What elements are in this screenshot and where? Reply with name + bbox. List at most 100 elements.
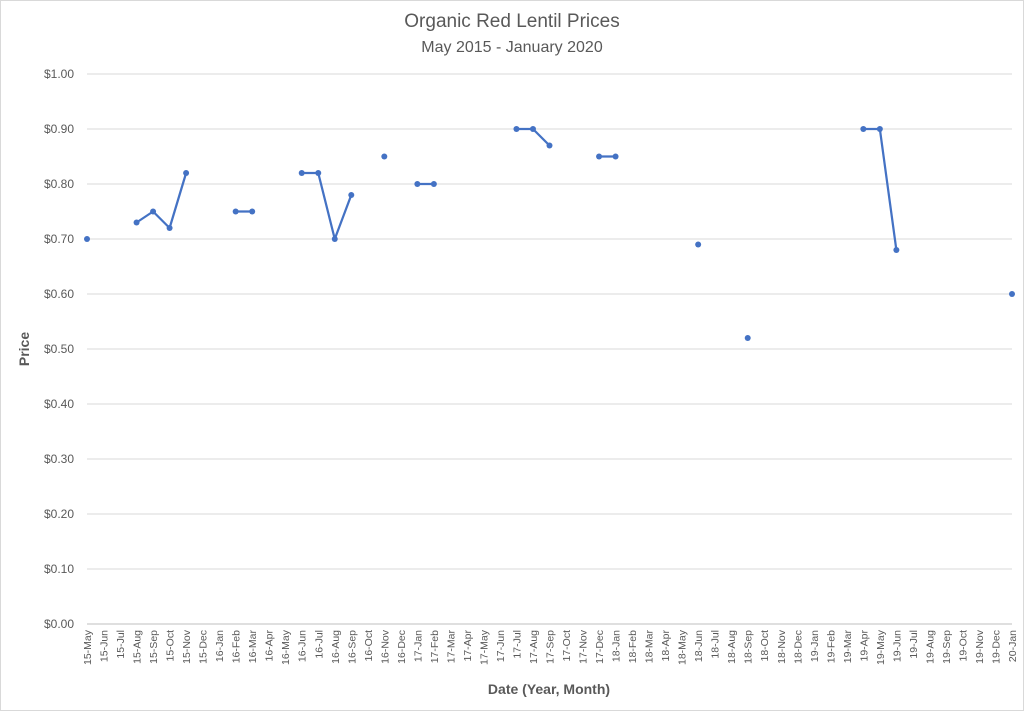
data-point: [414, 181, 421, 187]
data-point: [860, 126, 867, 132]
x-tick-label: 19-Mar: [842, 630, 854, 664]
x-tick-label: 15-Oct: [165, 630, 177, 662]
x-tick-label: 17-Oct: [561, 630, 573, 662]
x-tick-label: 19-Aug: [924, 630, 936, 664]
chart-subtitle: May 2015 - January 2020: [421, 39, 603, 56]
x-tick-label: 19-Sep: [941, 630, 953, 664]
x-tick-label: 17-Jan: [412, 630, 424, 662]
data-point: [298, 170, 305, 176]
y-tick-label: $0.60: [44, 287, 74, 301]
data-point: [430, 181, 437, 187]
x-tick-label: 16-Feb: [231, 630, 243, 663]
data-point: [596, 153, 603, 160]
x-tick-label: 15-Dec: [198, 630, 210, 664]
x-tick-label: 17-Feb: [429, 630, 441, 663]
x-axis-ticks: 15-May 15-Jun 15-Jul 15-Aug 15-Sep 15-Oct 15-N…: [82, 629, 1019, 665]
data-point: [381, 153, 388, 160]
y-tick-label: $0.70: [44, 232, 74, 246]
x-tick-label: 17-Sep: [545, 630, 557, 664]
data-point: [331, 236, 338, 242]
x-tick-label: 16-Dec: [396, 630, 408, 664]
y-tick-label: $0.90: [44, 122, 74, 136]
x-tick-label: 19-Nov: [974, 629, 986, 664]
y-tick-label: $0.40: [44, 397, 74, 411]
y-tick-label: $0.10: [44, 562, 74, 576]
x-tick-label: 15-Jul: [115, 630, 127, 659]
x-tick-label: 19-Apr: [858, 629, 870, 661]
data-point: [893, 247, 900, 253]
x-tick-label: 18-Aug: [726, 630, 738, 664]
x-tick-label: 15-Aug: [132, 630, 144, 664]
data-point: [1009, 291, 1015, 297]
x-tick-label: 16-Apr: [264, 629, 276, 661]
x-tick-label: 18-Oct: [759, 630, 771, 662]
x-tick-label: 19-Jan: [809, 630, 821, 662]
x-tick-label: 16-Mar: [247, 630, 259, 664]
series-line-segment: [301, 171, 353, 241]
x-tick-label: 16-Jul: [313, 630, 325, 659]
x-tick-label: 20-Jan: [1007, 630, 1019, 662]
x-tick-label: 18-Dec: [792, 630, 804, 664]
x-tick-label: 18-Jun: [693, 630, 705, 662]
gridlines: [87, 73, 1012, 625]
data-point: [744, 335, 751, 341]
y-tick-label: $1.00: [44, 67, 74, 81]
x-tick-label: 15-May: [82, 629, 94, 665]
x-tick-label: 16-Jan: [214, 630, 226, 662]
x-tick-label: 16-Oct: [363, 630, 375, 662]
x-tick-label: 18-Feb: [627, 630, 639, 663]
x-tick-label: 16-Jun: [297, 630, 309, 662]
series-line-segment: [135, 172, 188, 230]
x-tick-label: 17-Aug: [528, 630, 540, 664]
data-point: [84, 236, 90, 242]
x-tick-label: 16-Aug: [330, 630, 342, 664]
x-tick-label: 17-May: [478, 629, 490, 665]
data-point: [876, 126, 883, 132]
data-point: [232, 208, 239, 215]
data-point: [249, 208, 256, 215]
x-tick-label: 15-Jun: [99, 630, 111, 662]
data-point: [513, 126, 520, 132]
data-point: [183, 170, 190, 176]
x-axis-label: Date (Year, Month): [488, 681, 610, 697]
x-tick-label: 18-Jul: [710, 630, 722, 659]
x-tick-label: 15-Sep: [148, 630, 160, 664]
y-tick-label: $0.00: [44, 617, 74, 631]
x-tick-label: 15-Nov: [181, 629, 193, 664]
x-tick-label: 18-May: [677, 629, 689, 665]
data-point: [166, 225, 173, 231]
x-tick-label: 19-Jul: [908, 630, 920, 659]
data-point: [546, 142, 553, 149]
y-tick-label: $0.80: [44, 177, 74, 191]
series-lines: [135, 127, 898, 251]
x-tick-label: 16-May: [280, 629, 292, 665]
y-axis-label: Price: [16, 332, 32, 366]
data-point: [150, 208, 157, 215]
x-tick-label: 19-Dec: [990, 630, 1002, 664]
y-tick-label: $0.30: [44, 452, 74, 466]
x-tick-label: 17-Mar: [445, 630, 457, 664]
x-tick-label: 18-Jan: [611, 630, 623, 662]
x-tick-label: 17-Jul: [511, 630, 523, 659]
x-tick-label: 18-Sep: [743, 630, 755, 664]
x-tick-label: 17-Dec: [594, 630, 606, 664]
x-tick-label: 16-Nov: [379, 629, 391, 664]
data-point: [529, 126, 536, 132]
series-points: [84, 126, 1015, 341]
data-point: [133, 219, 140, 226]
x-tick-label: 17-Nov: [578, 629, 590, 664]
x-tick-label: 18-Mar: [644, 630, 656, 664]
x-tick-label: 18-Apr: [660, 629, 672, 661]
chart-title: Organic Red Lentil Prices: [404, 11, 619, 32]
x-tick-label: 17-Jun: [495, 630, 507, 662]
x-tick-label: 19-Oct: [957, 630, 969, 662]
x-tick-label: 19-Feb: [825, 630, 837, 663]
data-point: [612, 153, 619, 160]
data-point: [348, 192, 355, 198]
y-tick-label: $0.20: [44, 507, 74, 521]
data-point: [315, 170, 322, 176]
series-line-segment: [863, 127, 898, 251]
y-tick-label: $0.50: [44, 342, 74, 356]
